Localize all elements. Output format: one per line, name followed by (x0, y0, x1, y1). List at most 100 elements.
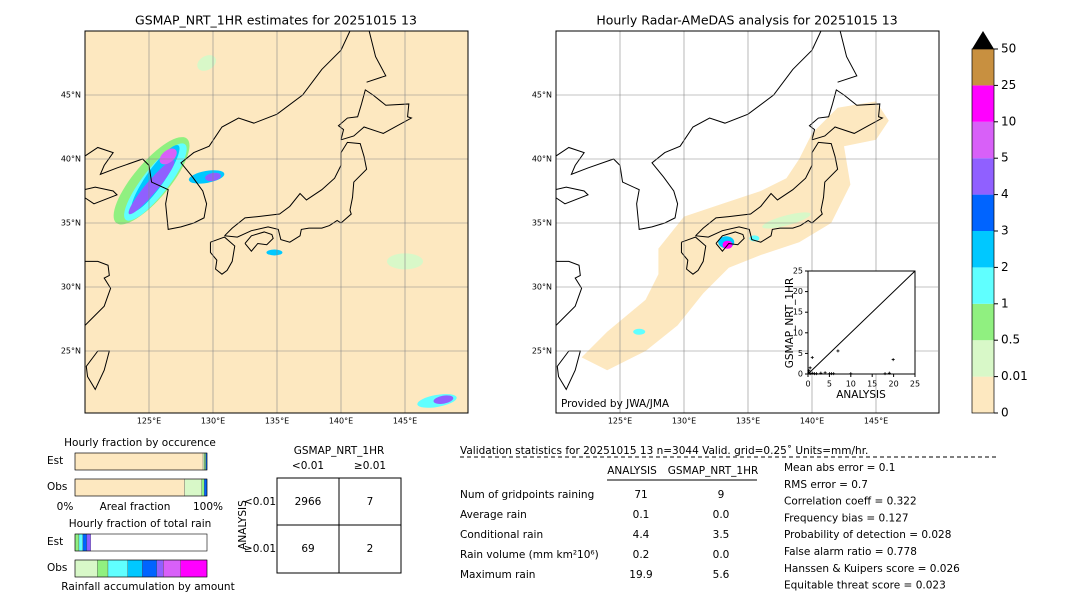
rain-area (159, 148, 177, 165)
rain-area (433, 395, 454, 404)
colorbar-label: 3 (1001, 224, 1009, 238)
row-header: ≥0.01 (244, 543, 276, 555)
colorbar-label: 2 (1001, 260, 1009, 274)
colorbar-swatch (972, 231, 994, 268)
score-line: Equitable threat score = 0.023 (784, 580, 946, 592)
row-value: 0.1 (633, 509, 650, 521)
fraction-segment (127, 559, 143, 578)
colorbar-swatch (972, 85, 994, 122)
rain-area (128, 160, 175, 215)
coastline (556, 260, 583, 327)
map-background (85, 31, 468, 413)
row-title: ANALYSIS (237, 500, 249, 550)
lon-label: 145°E (864, 417, 888, 426)
x-axis-label: ANALYSIS (836, 389, 886, 401)
table-cell: 2 (367, 543, 374, 555)
fraction-segment (74, 533, 80, 552)
lon-label: 140°E (329, 417, 353, 426)
fraction-segment (107, 559, 128, 578)
table-cell: 69 (301, 543, 314, 555)
fraction-segment (142, 559, 157, 578)
fraction-segment (201, 478, 205, 497)
score-line: Probability of detection = 0.028 (784, 529, 951, 541)
column-header: GSMAP_NRT_1HR (668, 465, 759, 477)
colorbar-label: 5 (1001, 151, 1009, 165)
x-tick-label: 10 (846, 380, 856, 389)
colorbar-label: 10 (1001, 114, 1016, 128)
rain-area (762, 212, 811, 229)
colorbar-swatch (972, 49, 994, 86)
fraction-segment (74, 478, 185, 497)
row-value: 4.4 (633, 529, 650, 541)
scatter-point (883, 372, 887, 376)
scatter-point (815, 372, 819, 376)
col-header: ≥0.01 (354, 460, 386, 472)
colorbar-label: 0.5 (1001, 333, 1020, 347)
scatter-point (832, 372, 836, 376)
colorbar-label: 25 (1001, 78, 1016, 92)
lat-label: 30°N (61, 283, 81, 292)
x-tick-label: 15 (867, 380, 877, 389)
row-value: 9 (718, 489, 725, 501)
colorbar-label: 0.01 (1001, 369, 1028, 383)
map-content (85, 31, 468, 413)
col-header: <0.01 (292, 460, 324, 472)
coastline (244, 231, 274, 252)
axis-label: 100% (193, 501, 223, 513)
lon-label: 125°E (137, 417, 161, 426)
scatter-point (891, 358, 895, 362)
fraction-segment (97, 559, 109, 578)
column-header: ANALYSIS (607, 465, 657, 477)
fraction-segment (74, 452, 204, 471)
colorbar-swatch (972, 194, 994, 231)
colorbar-label: 4 (1001, 187, 1009, 201)
row-label: Conditional rain (460, 529, 543, 541)
scatter-inset: 0 5 10 15 20 25 0 5 10 15 20 25 ANALYSIS GSMAP_NRT_1H… (784, 267, 920, 402)
fraction-segment (204, 452, 206, 471)
bar-label: Obs (47, 562, 67, 574)
row-label: Maximum rain (460, 569, 535, 581)
panel-title: Hourly fraction of total rain (69, 518, 212, 530)
lon-label: 135°E (265, 417, 289, 426)
diagonal (807, 270, 916, 375)
fraction-segment (180, 559, 208, 578)
row-value: 0.0 (713, 509, 730, 521)
right-map-title: Hourly Radar-AMeDAS analysis for 2025101… (596, 13, 897, 28)
score-line: Hanssen & Kuipers score = 0.026 (784, 563, 960, 575)
lat-label: 30°N (532, 283, 552, 292)
bar-label: Est (47, 455, 63, 467)
bar-label: Obs (47, 481, 67, 493)
coastline (337, 89, 413, 141)
row-value: 71 (634, 489, 647, 501)
colorbar-swatch (972, 121, 994, 159)
y-axis-label: GSMAP_NRT_1HR (784, 278, 796, 369)
scatter-point (810, 371, 814, 375)
coastline (680, 236, 707, 275)
row-header: <0.01 (244, 496, 276, 508)
axis-label: Areal fraction (100, 501, 171, 513)
row-value: 5.6 (713, 569, 730, 581)
scatter-point (823, 371, 827, 375)
x-tick-label: 20 (889, 380, 899, 389)
contingency-table: GSMAP_NRT_1HR<0.01 ≥0.01<0.01≥0.01ANALYSI… (237, 445, 402, 574)
row-value: 3.5 (713, 529, 730, 541)
coastline (808, 89, 884, 141)
map-frame (84, 30, 469, 414)
scatter-point (836, 349, 840, 353)
coastline (695, 141, 839, 243)
scatter-point (849, 372, 853, 376)
fraction-segment (78, 533, 84, 552)
coastline (715, 231, 745, 252)
row-value: 0.2 (633, 549, 650, 561)
lat-label: 45°N (61, 91, 81, 100)
table-title: GSMAP_NRT_1HR (294, 445, 385, 457)
bar-frame (74, 478, 208, 497)
axis-label: Rainfall accumulation by amount (61, 581, 234, 593)
left-map-title: GSMAP_NRT_1HR estimates for 20251015 13 (135, 13, 417, 28)
lat-label: 25°N (61, 347, 81, 356)
row-value: 0.0 (713, 549, 730, 561)
lat-label: 25°N (532, 347, 552, 356)
row-label: Num of gridpoints raining (460, 489, 594, 501)
coastline (366, 31, 387, 83)
y-tick-label: 10 (793, 328, 803, 337)
